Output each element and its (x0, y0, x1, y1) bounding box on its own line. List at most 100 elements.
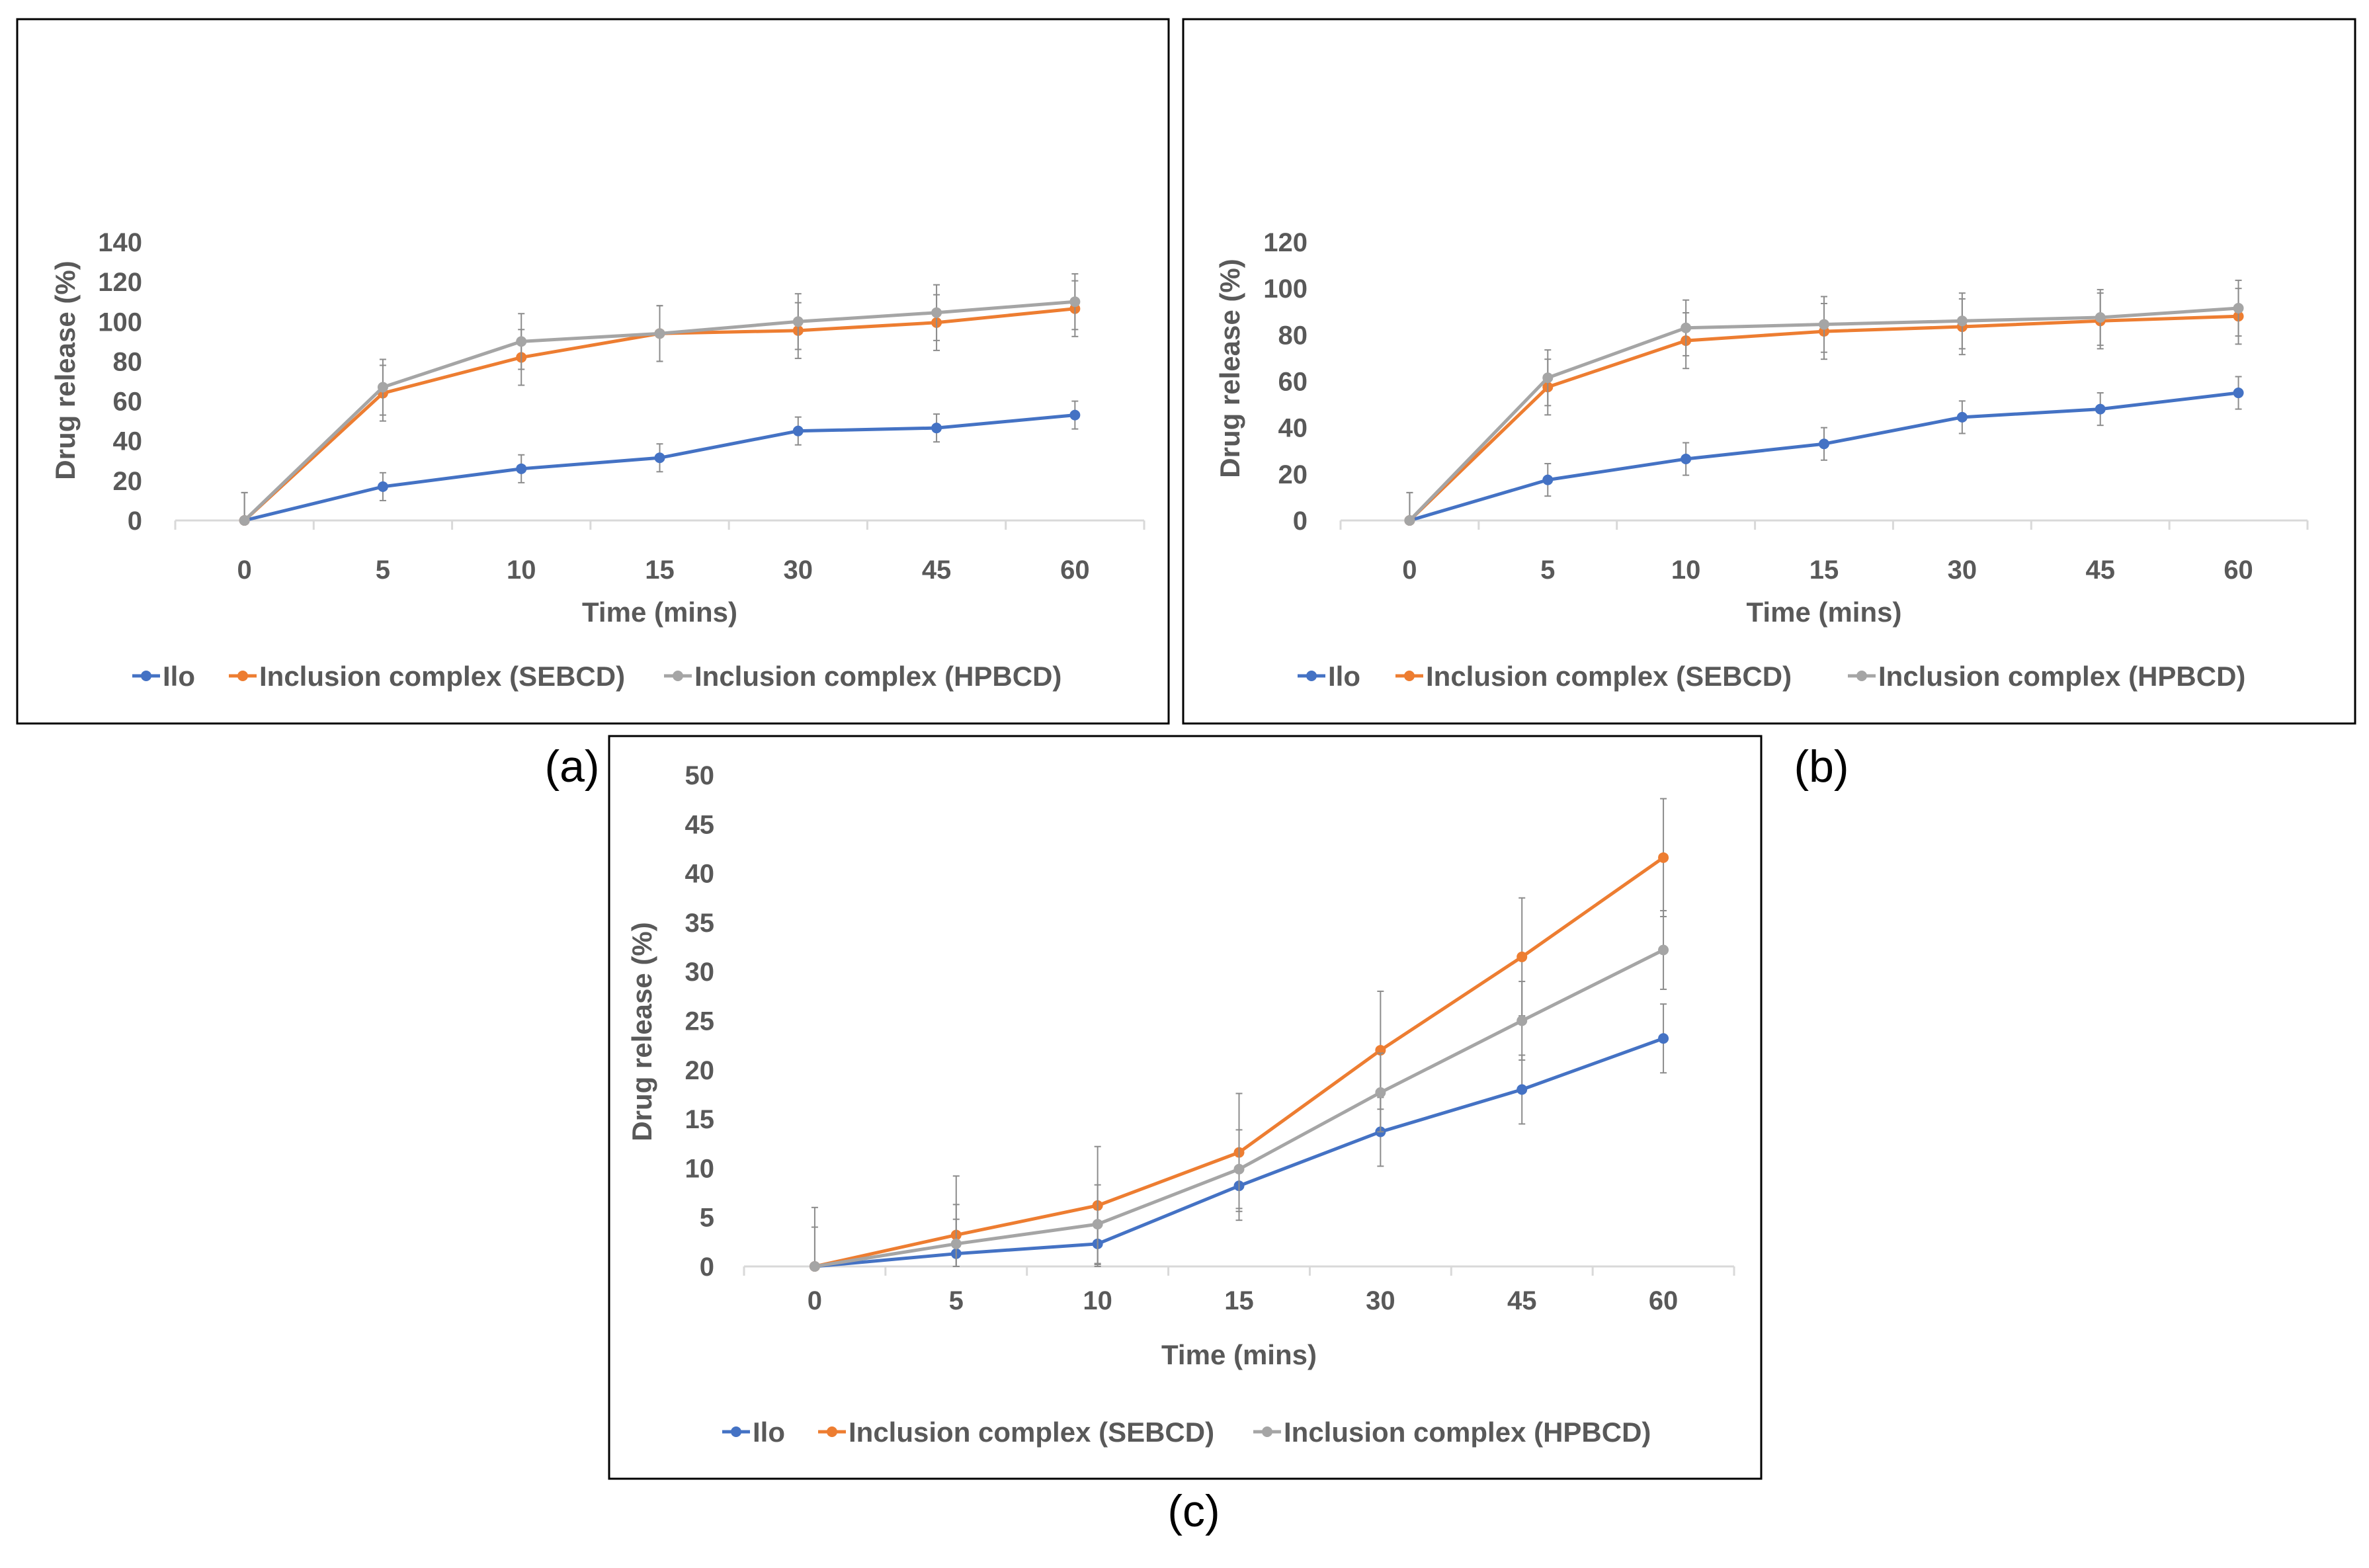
data-point (792, 316, 804, 327)
chart-panel-b: 0 20 40 60 80 100 120 0 5 10 15 30 45 60 Time (mins) Dr… (1182, 18, 2356, 792)
data-point (931, 307, 942, 318)
series-ilo (239, 400, 1081, 526)
legend-item: Inclusion complex (HPBCD) (664, 661, 1061, 692)
data-point (1092, 1219, 1103, 1230)
x-tick-label: 30 (1366, 1286, 1395, 1315)
y-tick-label: 15 (685, 1105, 715, 1134)
legend-item: Ilo (1298, 661, 1360, 692)
y-tick-label: 120 (98, 268, 142, 297)
series-ilo (1404, 376, 2244, 526)
y-tick-label: 10 (685, 1154, 715, 1183)
y-tick-label: 0 (128, 507, 142, 536)
data-point (1658, 944, 1669, 956)
y-tick-label: 20 (1278, 460, 1308, 489)
data-point (1819, 438, 1829, 450)
x-tick-label: 45 (2085, 556, 2115, 585)
x-tick-label: 15 (645, 556, 675, 585)
y-tick-label: 0 (700, 1253, 714, 1282)
panel-label-b: (b) (1794, 741, 1849, 792)
chart-panel-a: 0 20 40 60 80 100 120 140 0 5 10 15 30 45 60 Time (mins… (16, 18, 1170, 792)
data-point (654, 328, 665, 339)
data-point (1681, 322, 1692, 333)
legend-swatch-marker (141, 671, 151, 681)
y-tick-label: 20 (685, 1056, 715, 1085)
panel-label-a: (a) (544, 741, 599, 792)
panel-label-c: (c) (1167, 1486, 1220, 1536)
y-tick-label: 5 (700, 1204, 714, 1233)
chart-frame (16, 18, 1170, 725)
legend-item: Inclusion complex (HPBCD) (1848, 661, 2245, 692)
data-point (809, 1261, 820, 1272)
data-point (1658, 1033, 1669, 1044)
legend-label: Inclusion complex (SEBCD) (1426, 661, 1792, 692)
y-tick-label: 0 (1293, 507, 1308, 536)
x-tick-label: 10 (1671, 556, 1701, 585)
chart-frame (1182, 18, 2356, 725)
data-point (1542, 474, 1554, 485)
data-point (1404, 515, 1415, 526)
x-tick-label: 45 (922, 556, 952, 585)
x-tick-label: 5 (1540, 556, 1555, 585)
data-point (654, 452, 665, 464)
data-point (516, 463, 527, 474)
x-tick-label: 30 (1948, 556, 1977, 585)
legend-swatch-marker (237, 671, 248, 681)
x-tick-label: 30 (784, 556, 813, 585)
legend-label: Ilo (1328, 661, 1360, 692)
x-axis-title: Time (mins) (1161, 1339, 1317, 1370)
legend-label: Ilo (163, 661, 195, 692)
data-point (1517, 951, 1528, 962)
y-tick-label: 60 (1278, 368, 1308, 397)
x-tick-label: 15 (1224, 1286, 1254, 1315)
legend-item: Inclusion complex (SEBCD) (818, 1417, 1214, 1448)
y-axis-title: Drug release (%) (1214, 259, 1245, 477)
y-tick-label: 40 (685, 860, 715, 889)
legend-item: Inclusion complex (SEBCD) (229, 661, 625, 692)
series-inclusion-complex-hpbcd (239, 273, 1081, 526)
legend-label: Inclusion complex (HPBCD) (1284, 1417, 1651, 1448)
data-point (2095, 312, 2106, 323)
data-point (516, 336, 527, 347)
legend-label: Inclusion complex (SEBCD) (259, 661, 625, 692)
series-inclusion-complex-hpbcd (809, 910, 1669, 1272)
y-tick-label: 45 (685, 810, 715, 839)
y-tick-label: 120 (1263, 228, 1308, 257)
y-tick-label: 100 (1263, 274, 1308, 304)
x-tick-label: 45 (1507, 1286, 1537, 1315)
y-tick-label: 80 (113, 347, 143, 376)
legend-swatch-marker (731, 1426, 741, 1437)
x-tick-label: 0 (808, 1286, 822, 1315)
data-point (1681, 454, 1692, 465)
data-point (2233, 302, 2244, 313)
data-point (1517, 1015, 1528, 1026)
y-tick-label: 20 (113, 467, 143, 496)
y-tick-label: 80 (1278, 321, 1308, 350)
x-tick-label: 60 (1649, 1286, 1679, 1315)
y-tick-label: 35 (685, 909, 715, 938)
x-tick-label: 15 (1809, 556, 1839, 585)
y-tick-label: 140 (98, 228, 142, 257)
legend-swatch-marker (1856, 671, 1867, 681)
data-point (1658, 852, 1669, 863)
data-point (1069, 296, 1081, 308)
y-tick-label: 60 (113, 388, 143, 417)
data-point (1069, 409, 1081, 421)
data-point (1542, 372, 1554, 384)
data-point (2233, 388, 2244, 399)
x-tick-label: 0 (237, 556, 252, 585)
data-point (950, 1238, 962, 1249)
y-axis-title: Drug release (%) (626, 922, 657, 1141)
y-tick-label: 100 (98, 308, 142, 337)
data-point (792, 425, 804, 436)
x-tick-label: 5 (949, 1286, 964, 1315)
legend-item: Inclusion complex (SEBCD) (1395, 661, 1792, 692)
data-point (931, 423, 942, 434)
x-tick-label: 10 (1083, 1286, 1112, 1315)
legend-label: Ilo (753, 1417, 785, 1448)
chart-frame (608, 735, 1763, 1480)
data-point (1517, 1084, 1528, 1095)
legend-label: Inclusion complex (HPBCD) (694, 661, 1061, 692)
x-axis-title: Time (mins) (1747, 597, 1902, 628)
data-point (377, 382, 388, 393)
